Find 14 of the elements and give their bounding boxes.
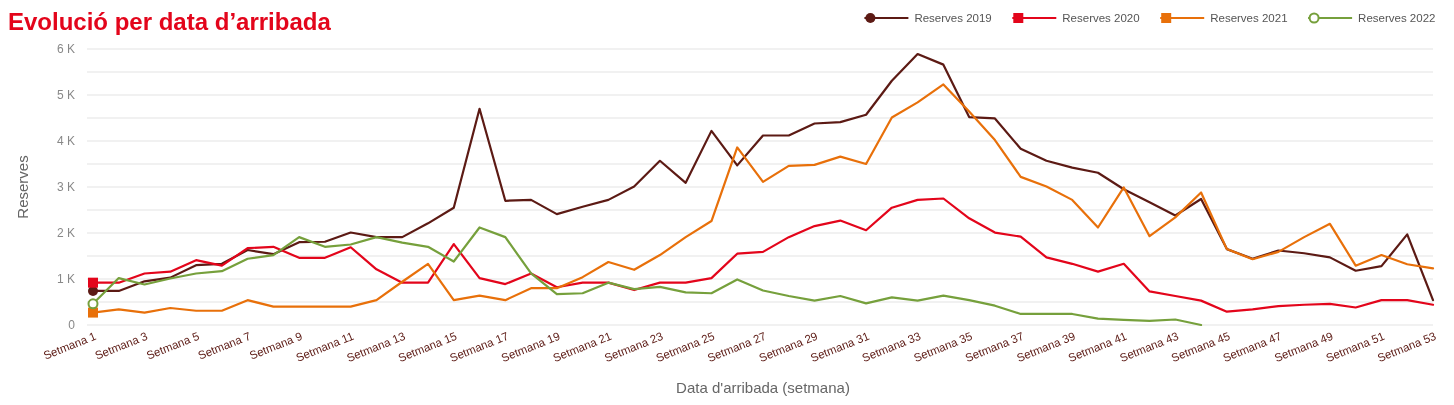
legend-label: Reserves 2021 xyxy=(1210,12,1288,24)
y-tick-label: 5 K xyxy=(56,88,75,102)
legend-label: Reserves 2022 xyxy=(1358,12,1436,24)
legend-label: Reserves 2019 xyxy=(914,12,992,24)
y-tick-label: 2 K xyxy=(56,226,75,240)
y-tick-label: 4 K xyxy=(56,134,75,148)
y-tick-label: 1 K xyxy=(56,272,75,286)
y-axis-title: Reserves xyxy=(14,155,31,219)
y-tick-label: 3 K xyxy=(56,180,75,194)
chart-title: Evolució per data d’arribada xyxy=(8,8,332,35)
y-tick-label: 0 xyxy=(68,318,76,332)
y-tick-label: 6 K xyxy=(56,42,75,56)
x-axis-title: Data d'arribada (setmana) xyxy=(676,379,850,396)
legend-label: Reserves 2020 xyxy=(1062,12,1140,24)
